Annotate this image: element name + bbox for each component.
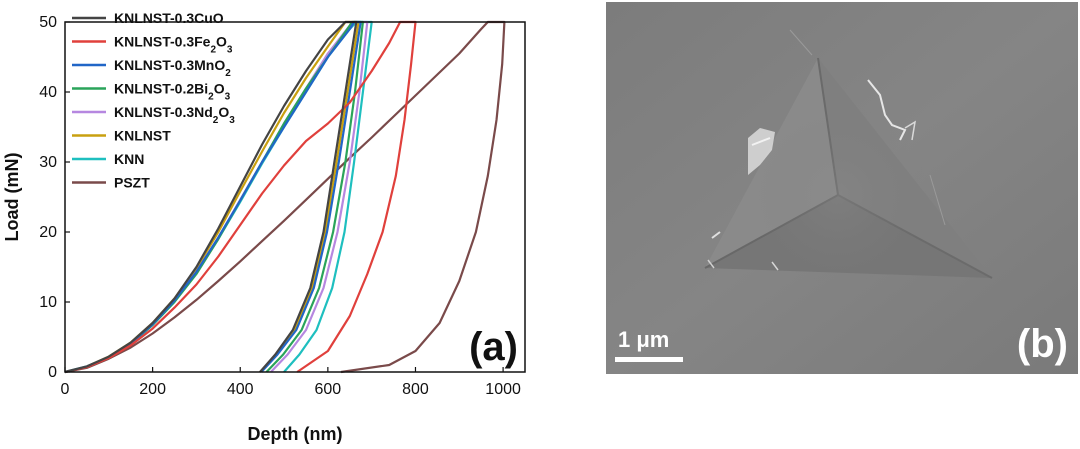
y-tick-label: 50 xyxy=(39,14,57,31)
panel-label-a: (a) xyxy=(469,325,518,369)
legend: KNLNST-0.3CuO KNLNST-0.3Fe2O3KNLNST-0.3Mn… xyxy=(72,10,235,191)
crack-features xyxy=(707,29,946,271)
series-layer xyxy=(64,20,506,374)
x-axis-ticks: 0 200 400 600 800 1000 xyxy=(61,367,521,398)
x-tick-label: 400 xyxy=(227,381,254,398)
scale-bar-label: 1 μm xyxy=(618,327,669,352)
x-tick-label: 1000 xyxy=(485,381,521,398)
series-line-knlnst-0-3nd2o3 xyxy=(64,20,369,374)
y-axis-ticks: 0 10 20 30 40 50 xyxy=(39,14,70,381)
x-tick-label: 200 xyxy=(139,381,166,398)
panel-label-b: (b) xyxy=(1017,322,1068,366)
scale-bar xyxy=(615,357,683,362)
plot-panel-a: 0 200 400 600 800 1000 0 10 20 30 40 50 Depth (nm)… xyxy=(2,10,526,444)
plot-frame xyxy=(64,21,526,373)
legend-entry-label: KNLNST-0.2Bi2O3 xyxy=(114,81,231,103)
y-tick-label: 30 xyxy=(39,154,57,171)
x-tick-label: 600 xyxy=(315,381,342,398)
legend-entry-label: KNLNST xyxy=(114,128,171,144)
series-line-knlnst-0-3fe2o3 xyxy=(64,20,417,374)
legend-entry-label: KNLNST-0.3Nd2O3 xyxy=(114,104,235,126)
y-tick-label: 0 xyxy=(48,364,57,381)
legend-entry-label: KNN xyxy=(114,151,144,167)
legend-entry-label: KNLNST-0.3MnO2 xyxy=(114,57,231,79)
x-axis-title: Depth (nm) xyxy=(248,424,343,444)
y-tick-label: 20 xyxy=(39,224,57,241)
series-line-knlnst-0-3mno2 xyxy=(64,20,362,374)
y-axis-title: Load (mN) xyxy=(2,153,22,242)
legend-entry-label: KNLNST-0.3CuO xyxy=(114,10,224,26)
legend-entry-label: PSZT xyxy=(114,175,150,191)
y-tick-label: 10 xyxy=(39,294,57,311)
legend-entry-label: KNLNST-0.3Fe2O3 xyxy=(114,34,233,56)
series-line-knn xyxy=(64,20,373,374)
series-line-knlnst-0-3cuo xyxy=(64,20,358,374)
x-tick-label: 0 xyxy=(61,381,70,398)
y-tick-label: 40 xyxy=(39,84,57,101)
indent-impression xyxy=(704,57,993,285)
sem-image-panel: 1 μm (b) xyxy=(606,2,1078,374)
x-tick-label: 800 xyxy=(402,381,429,398)
series-line-pszt xyxy=(64,20,506,374)
